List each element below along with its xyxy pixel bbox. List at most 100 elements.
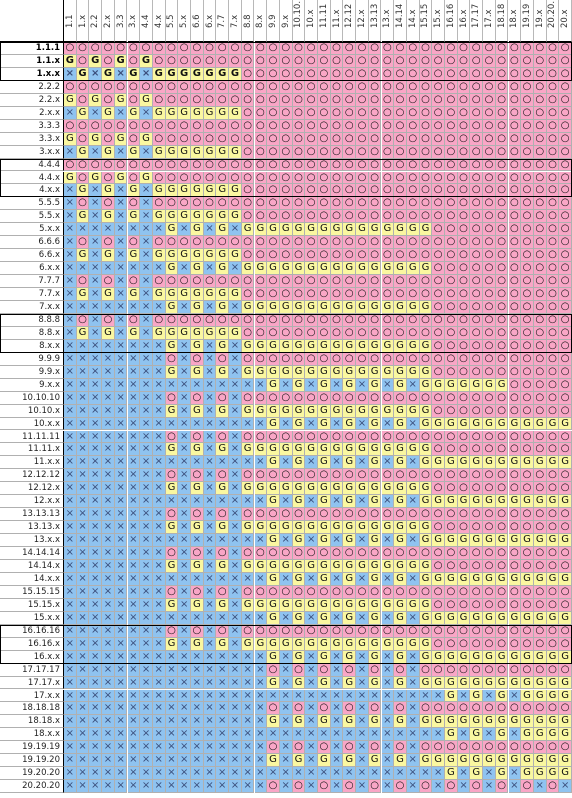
grid-cell[interactable]: ○ — [381, 249, 395, 263]
grid-cell[interactable]: ○ — [419, 624, 433, 638]
grid-cell[interactable]: × — [76, 715, 90, 729]
grid-cell[interactable]: ○ — [241, 624, 255, 638]
grid-cell[interactable]: ○ — [546, 663, 560, 677]
grid-cell[interactable]: G — [343, 715, 357, 729]
column-header[interactable]: 2.2 — [89, 0, 103, 42]
grid-cell[interactable]: G — [470, 728, 484, 742]
grid-cell[interactable]: ○ — [368, 313, 382, 327]
grid-cell[interactable]: G — [343, 262, 357, 276]
grid-cell[interactable]: ○ — [495, 508, 509, 522]
grid-cell[interactable]: ○ — [292, 80, 306, 94]
grid-cell[interactable]: × — [279, 611, 293, 625]
grid-cell[interactable]: × — [203, 391, 217, 405]
grid-cell[interactable]: G — [495, 676, 509, 690]
grid-cell[interactable]: G — [356, 404, 369, 418]
grid-cell[interactable]: × — [216, 495, 230, 509]
grid-cell[interactable]: G — [127, 326, 141, 340]
grid-cell[interactable]: × — [64, 521, 77, 535]
grid-cell[interactable]: G — [279, 404, 293, 418]
grid-cell[interactable]: ○ — [165, 547, 179, 560]
grid-cell[interactable]: G — [267, 443, 280, 457]
grid-cell[interactable]: ○ — [305, 93, 318, 107]
grid-cell[interactable]: G — [495, 715, 509, 729]
row-label[interactable]: 1.1.1 — [0, 42, 64, 55]
grid-cell[interactable]: ○ — [457, 93, 471, 107]
grid-cell[interactable]: × — [114, 223, 128, 237]
grid-cell[interactable]: ○ — [318, 326, 331, 340]
grid-cell[interactable]: ○ — [152, 132, 166, 146]
grid-cell[interactable]: × — [152, 262, 166, 276]
grid-cell[interactable]: G — [254, 598, 268, 612]
grid-cell[interactable]: ○ — [152, 275, 166, 289]
grid-cell[interactable]: ○ — [521, 508, 534, 522]
grid-cell[interactable]: × — [305, 456, 318, 470]
grid-cell[interactable]: × — [89, 184, 103, 198]
grid-cell[interactable]: ○ — [495, 521, 509, 535]
grid-cell[interactable]: × — [229, 404, 242, 418]
grid-cell[interactable]: × — [356, 663, 369, 677]
grid-cell[interactable]: × — [114, 676, 128, 690]
grid-cell[interactable]: ○ — [292, 119, 306, 133]
grid-cell[interactable]: ○ — [216, 313, 230, 327]
grid-cell[interactable]: ○ — [254, 184, 268, 198]
grid-cell[interactable]: × — [76, 767, 90, 781]
grid-cell[interactable]: × — [89, 508, 103, 522]
grid-cell[interactable]: × — [318, 767, 331, 781]
grid-cell[interactable]: G — [127, 249, 141, 263]
grid-cell[interactable]: G — [381, 262, 395, 276]
grid-cell[interactable]: G — [318, 262, 331, 276]
grid-cell[interactable]: G — [419, 676, 433, 690]
grid-cell[interactable]: G — [368, 650, 382, 664]
grid-cell[interactable]: G — [483, 650, 496, 664]
grid-cell[interactable]: × — [127, 676, 141, 690]
grid-cell[interactable]: × — [140, 767, 153, 781]
grid-cell[interactable]: × — [114, 301, 128, 314]
grid-cell[interactable]: ○ — [368, 54, 382, 68]
grid-cell[interactable]: × — [102, 430, 115, 444]
grid-cell[interactable]: G — [406, 443, 420, 457]
grid-cell[interactable]: ○ — [546, 378, 560, 392]
grid-cell[interactable]: × — [89, 430, 103, 444]
grid-cell[interactable]: ○ — [330, 197, 344, 211]
grid-cell[interactable]: ○ — [470, 663, 484, 677]
grid-cell[interactable]: × — [64, 598, 77, 612]
grid-cell[interactable]: × — [114, 508, 128, 522]
grid-cell[interactable]: ○ — [292, 624, 306, 638]
grid-cell[interactable]: × — [229, 663, 242, 677]
grid-cell[interactable]: G — [419, 223, 433, 237]
grid-cell[interactable]: G — [368, 715, 382, 729]
grid-cell[interactable]: ○ — [191, 119, 204, 133]
grid-cell[interactable]: ○ — [292, 54, 306, 68]
grid-cell[interactable]: ○ — [114, 80, 128, 94]
grid-cell[interactable]: ○ — [495, 560, 509, 573]
grid-cell[interactable]: G — [495, 754, 509, 768]
grid-cell[interactable]: ○ — [241, 547, 255, 560]
grid-cell[interactable]: ○ — [457, 339, 471, 353]
row-label[interactable]: 18.18.x — [0, 715, 64, 729]
grid-cell[interactable]: × — [76, 339, 90, 353]
grid-cell[interactable]: × — [203, 663, 217, 677]
grid-cell[interactable]: ○ — [216, 236, 230, 250]
grid-cell[interactable]: ○ — [241, 313, 255, 327]
grid-cell[interactable]: ○ — [432, 663, 445, 677]
grid-cell[interactable]: ○ — [356, 288, 369, 301]
grid-cell[interactable]: ○ — [267, 93, 280, 107]
grid-cell[interactable]: × — [216, 767, 230, 781]
grid-cell[interactable]: ○ — [546, 469, 560, 483]
grid-cell[interactable]: ○ — [318, 171, 331, 185]
grid-cell[interactable]: ○ — [305, 236, 318, 250]
grid-cell[interactable]: G — [343, 572, 357, 586]
grid-cell[interactable]: ○ — [368, 197, 382, 211]
grid-cell[interactable]: ○ — [406, 210, 420, 224]
grid-cell[interactable]: ○ — [483, 637, 496, 651]
grid-cell[interactable]: ○ — [470, 145, 484, 159]
grid-cell[interactable]: × — [203, 521, 217, 535]
grid-cell[interactable]: ○ — [521, 430, 534, 444]
grid-cell[interactable]: ○ — [292, 132, 306, 146]
grid-cell[interactable]: ○ — [546, 301, 560, 314]
grid-cell[interactable]: × — [191, 676, 204, 690]
grid-cell[interactable]: × — [229, 223, 242, 237]
grid-cell[interactable]: G — [64, 54, 77, 68]
grid-cell[interactable]: ○ — [495, 119, 509, 133]
grid-cell[interactable]: ○ — [254, 236, 268, 250]
